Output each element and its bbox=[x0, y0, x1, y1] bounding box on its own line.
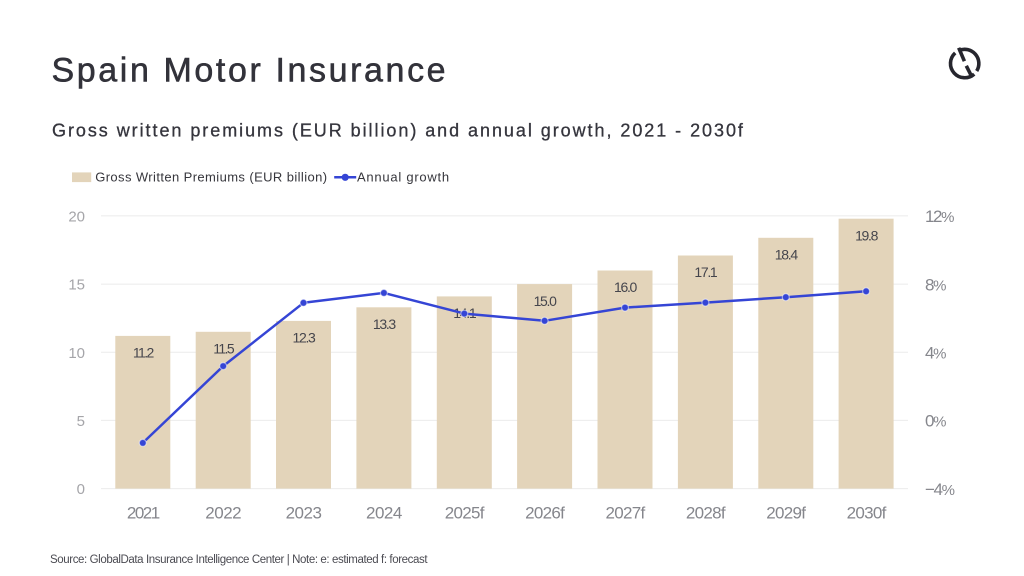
svg-text:16.0: 16.0 bbox=[614, 279, 638, 295]
svg-text:2024: 2024 bbox=[366, 503, 402, 522]
svg-text:19.8: 19.8 bbox=[855, 227, 879, 243]
svg-text:Source: GlobalData Insurance I: Source: GlobalData Insurance Intelligenc… bbox=[50, 554, 428, 566]
svg-text:2022: 2022 bbox=[205, 503, 241, 522]
svg-text:11.5: 11.5 bbox=[213, 341, 235, 357]
svg-text:12%: 12% bbox=[925, 207, 954, 226]
svg-text:2023: 2023 bbox=[286, 503, 322, 522]
svg-text:13.3: 13.3 bbox=[373, 316, 397, 332]
svg-text:Gross written premiums (EUR bi: Gross written premiums (EUR billion) and… bbox=[52, 121, 745, 141]
svg-text:18.4: 18.4 bbox=[775, 247, 799, 263]
svg-text:8%: 8% bbox=[925, 275, 946, 294]
svg-text:15: 15 bbox=[68, 277, 85, 294]
svg-text:5: 5 bbox=[77, 413, 85, 430]
svg-text:2025f: 2025f bbox=[445, 503, 485, 522]
svg-text:Spain Motor Insurance: Spain Motor Insurance bbox=[52, 51, 449, 89]
svg-text:17.1: 17.1 bbox=[694, 264, 718, 280]
svg-text:2028f: 2028f bbox=[686, 503, 726, 522]
svg-text:20: 20 bbox=[68, 208, 85, 225]
svg-text:0: 0 bbox=[77, 481, 85, 498]
svg-text:2021: 2021 bbox=[127, 503, 160, 522]
svg-text:11.2: 11.2 bbox=[133, 345, 155, 361]
svg-text:4%: 4% bbox=[925, 344, 946, 363]
svg-text:2029f: 2029f bbox=[766, 503, 806, 522]
svg-text:0%: 0% bbox=[925, 412, 946, 431]
svg-text:12.3: 12.3 bbox=[292, 330, 316, 346]
svg-text:15.0: 15.0 bbox=[534, 293, 558, 309]
svg-text:2027f: 2027f bbox=[605, 503, 645, 522]
svg-text:−4%: −4% bbox=[925, 480, 955, 499]
svg-text:Annual growth: Annual growth bbox=[357, 169, 450, 184]
svg-text:Gross Written Premiums (EUR bi: Gross Written Premiums (EUR billion) bbox=[95, 169, 327, 184]
svg-text:2030f: 2030f bbox=[847, 503, 887, 522]
svg-text:10: 10 bbox=[68, 345, 85, 362]
svg-text:2026f: 2026f bbox=[525, 503, 565, 522]
